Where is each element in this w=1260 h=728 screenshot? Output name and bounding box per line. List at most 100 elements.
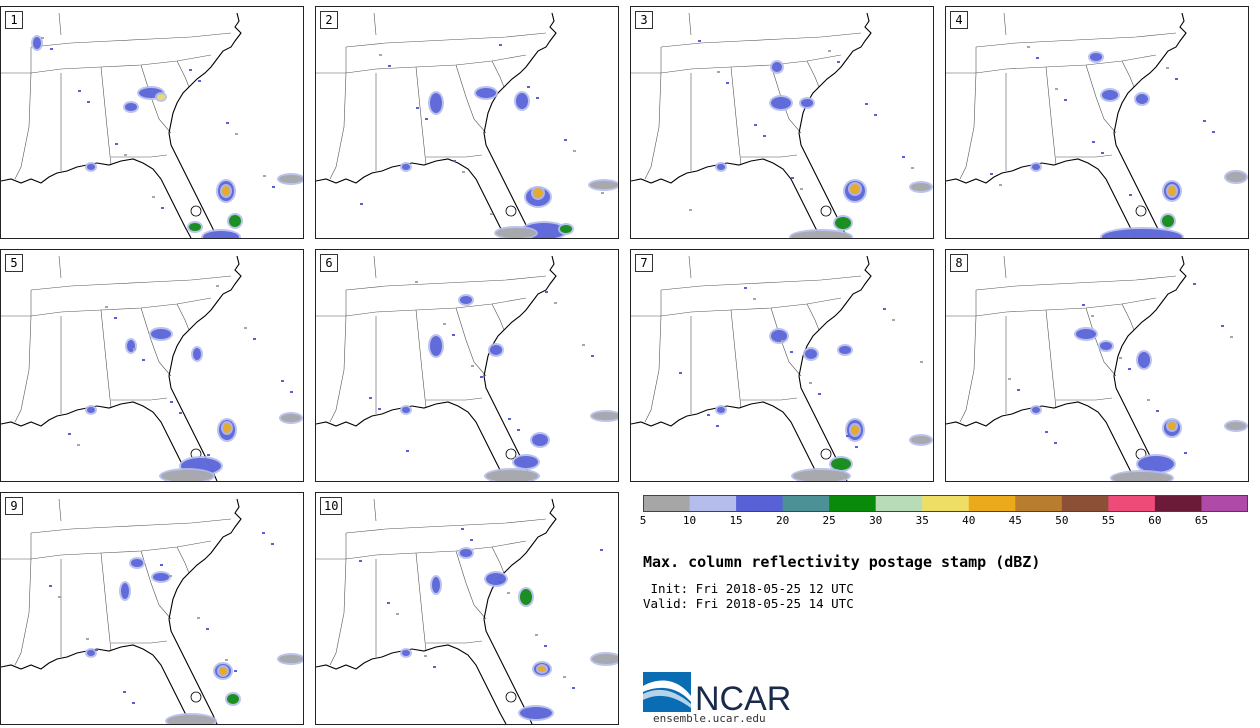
gulf-coastline xyxy=(946,158,1137,238)
reflectivity-cell xyxy=(538,666,546,672)
scattered-echo xyxy=(874,114,877,116)
scattered-echo xyxy=(41,37,44,39)
scattered-echo xyxy=(800,188,803,190)
scattered-echo xyxy=(197,617,200,619)
colorbar-swatch xyxy=(1015,495,1063,512)
colorbar-swatch xyxy=(922,495,970,512)
state-border xyxy=(806,60,820,88)
atlantic-coastline xyxy=(168,12,242,238)
state-border xyxy=(14,315,32,423)
reflectivity-cell xyxy=(227,694,239,704)
colorbar-tick-label: 15 xyxy=(729,514,743,527)
reflectivity-cell xyxy=(772,62,782,72)
chart-title: Max. column reflectivity postage stamp (… xyxy=(643,553,1041,571)
state-border xyxy=(329,558,347,666)
atlantic-coastline xyxy=(798,12,872,238)
reflectivity-cell xyxy=(1138,456,1174,472)
member-panel-6: 6 xyxy=(315,249,619,482)
reflectivity-cell xyxy=(850,184,860,194)
lake-okeechobee xyxy=(1135,205,1147,217)
reflectivity-cell xyxy=(771,97,791,109)
reflectivity-cell xyxy=(1138,352,1150,368)
colorbar-swatch xyxy=(736,495,784,512)
scattered-echo xyxy=(1166,67,1169,69)
reflectivity-cell xyxy=(223,423,231,433)
colorbar-outline xyxy=(643,495,1248,512)
scattered-echo xyxy=(498,581,501,583)
reflectivity-cell xyxy=(496,228,536,238)
reflectivity-cell xyxy=(1076,329,1096,339)
scattered-echo xyxy=(1156,410,1159,412)
reflectivity-cell xyxy=(430,336,442,356)
atlantic-coastline xyxy=(168,255,242,481)
scattered-echo xyxy=(536,97,539,99)
colorbar-swatch xyxy=(1061,495,1109,512)
state-border xyxy=(1,54,212,74)
state-border xyxy=(660,275,862,291)
reflectivity-cell xyxy=(717,407,725,413)
reflectivity-cell xyxy=(717,164,725,170)
gulf-coastline xyxy=(1,158,192,238)
state-border xyxy=(631,297,842,317)
scattered-echo xyxy=(77,444,80,446)
colorbar-swatch xyxy=(1201,495,1248,512)
scattered-echo xyxy=(707,414,710,416)
scattered-echo xyxy=(1017,389,1020,391)
scattered-echo xyxy=(152,196,155,198)
scattered-echo xyxy=(271,543,274,545)
scattered-echo xyxy=(1138,205,1141,207)
state-border xyxy=(688,255,692,279)
reflectivity-cell xyxy=(1090,53,1102,61)
reflectivity-cell xyxy=(125,103,137,111)
state-border xyxy=(660,32,862,48)
map xyxy=(631,12,933,238)
reflectivity-cell xyxy=(203,231,239,238)
scattered-echo xyxy=(717,71,720,73)
scattered-echo xyxy=(1064,99,1067,101)
lake-okeechobee xyxy=(505,691,517,703)
colorbar-tick-label: 5 xyxy=(639,514,647,527)
atlantic-coastline xyxy=(1113,255,1187,481)
panel-number: 8 xyxy=(950,254,968,272)
colorbar-ticks: 5 10 15 20 25 30 35 40 45 50 55 60 65 xyxy=(639,514,1260,530)
init-time: Init: Fri 2018-05-25 12 UTC xyxy=(643,581,854,596)
scattered-echo xyxy=(378,408,381,410)
panel-number: 4 xyxy=(950,11,968,29)
scattered-echo xyxy=(68,433,71,435)
state-border xyxy=(14,72,32,180)
scattered-echo xyxy=(865,103,868,105)
reflectivity-cell xyxy=(486,470,538,481)
scattered-echo xyxy=(1129,194,1132,196)
panel-number: 2 xyxy=(320,11,338,29)
colorbar-swatch xyxy=(968,495,1016,512)
valid-time: Valid: Fri 2018-05-25 14 UTC xyxy=(643,596,854,611)
state-border xyxy=(426,397,483,401)
scattered-echo xyxy=(179,412,182,414)
reflectivity-cell xyxy=(514,456,538,468)
scattered-echo xyxy=(1128,368,1131,370)
state-border xyxy=(631,54,842,74)
colorbar xyxy=(643,495,1248,512)
scattered-echo xyxy=(698,40,701,42)
scattered-echo xyxy=(855,446,858,448)
member-panel-1: 1 xyxy=(0,6,304,239)
logo-swoosh-2 xyxy=(643,689,691,708)
reflectivity-cell xyxy=(476,88,496,98)
state-border xyxy=(1121,60,1135,88)
reflectivity-cell xyxy=(911,436,931,444)
reflectivity-cell xyxy=(121,583,129,599)
state-border xyxy=(316,297,527,317)
reflectivity-cell xyxy=(1168,422,1176,430)
state-border xyxy=(730,309,742,409)
member-panel-4: 4 xyxy=(945,6,1249,239)
gulf-coastline xyxy=(316,158,507,238)
scattered-echo xyxy=(1221,325,1224,327)
scattered-echo xyxy=(425,118,428,120)
scattered-echo xyxy=(105,306,108,308)
scattered-echo xyxy=(846,435,849,437)
state-border xyxy=(455,307,487,377)
map xyxy=(1,498,303,724)
state-border xyxy=(1003,12,1007,36)
state-border xyxy=(741,154,798,158)
reflectivity-cell xyxy=(279,175,303,183)
